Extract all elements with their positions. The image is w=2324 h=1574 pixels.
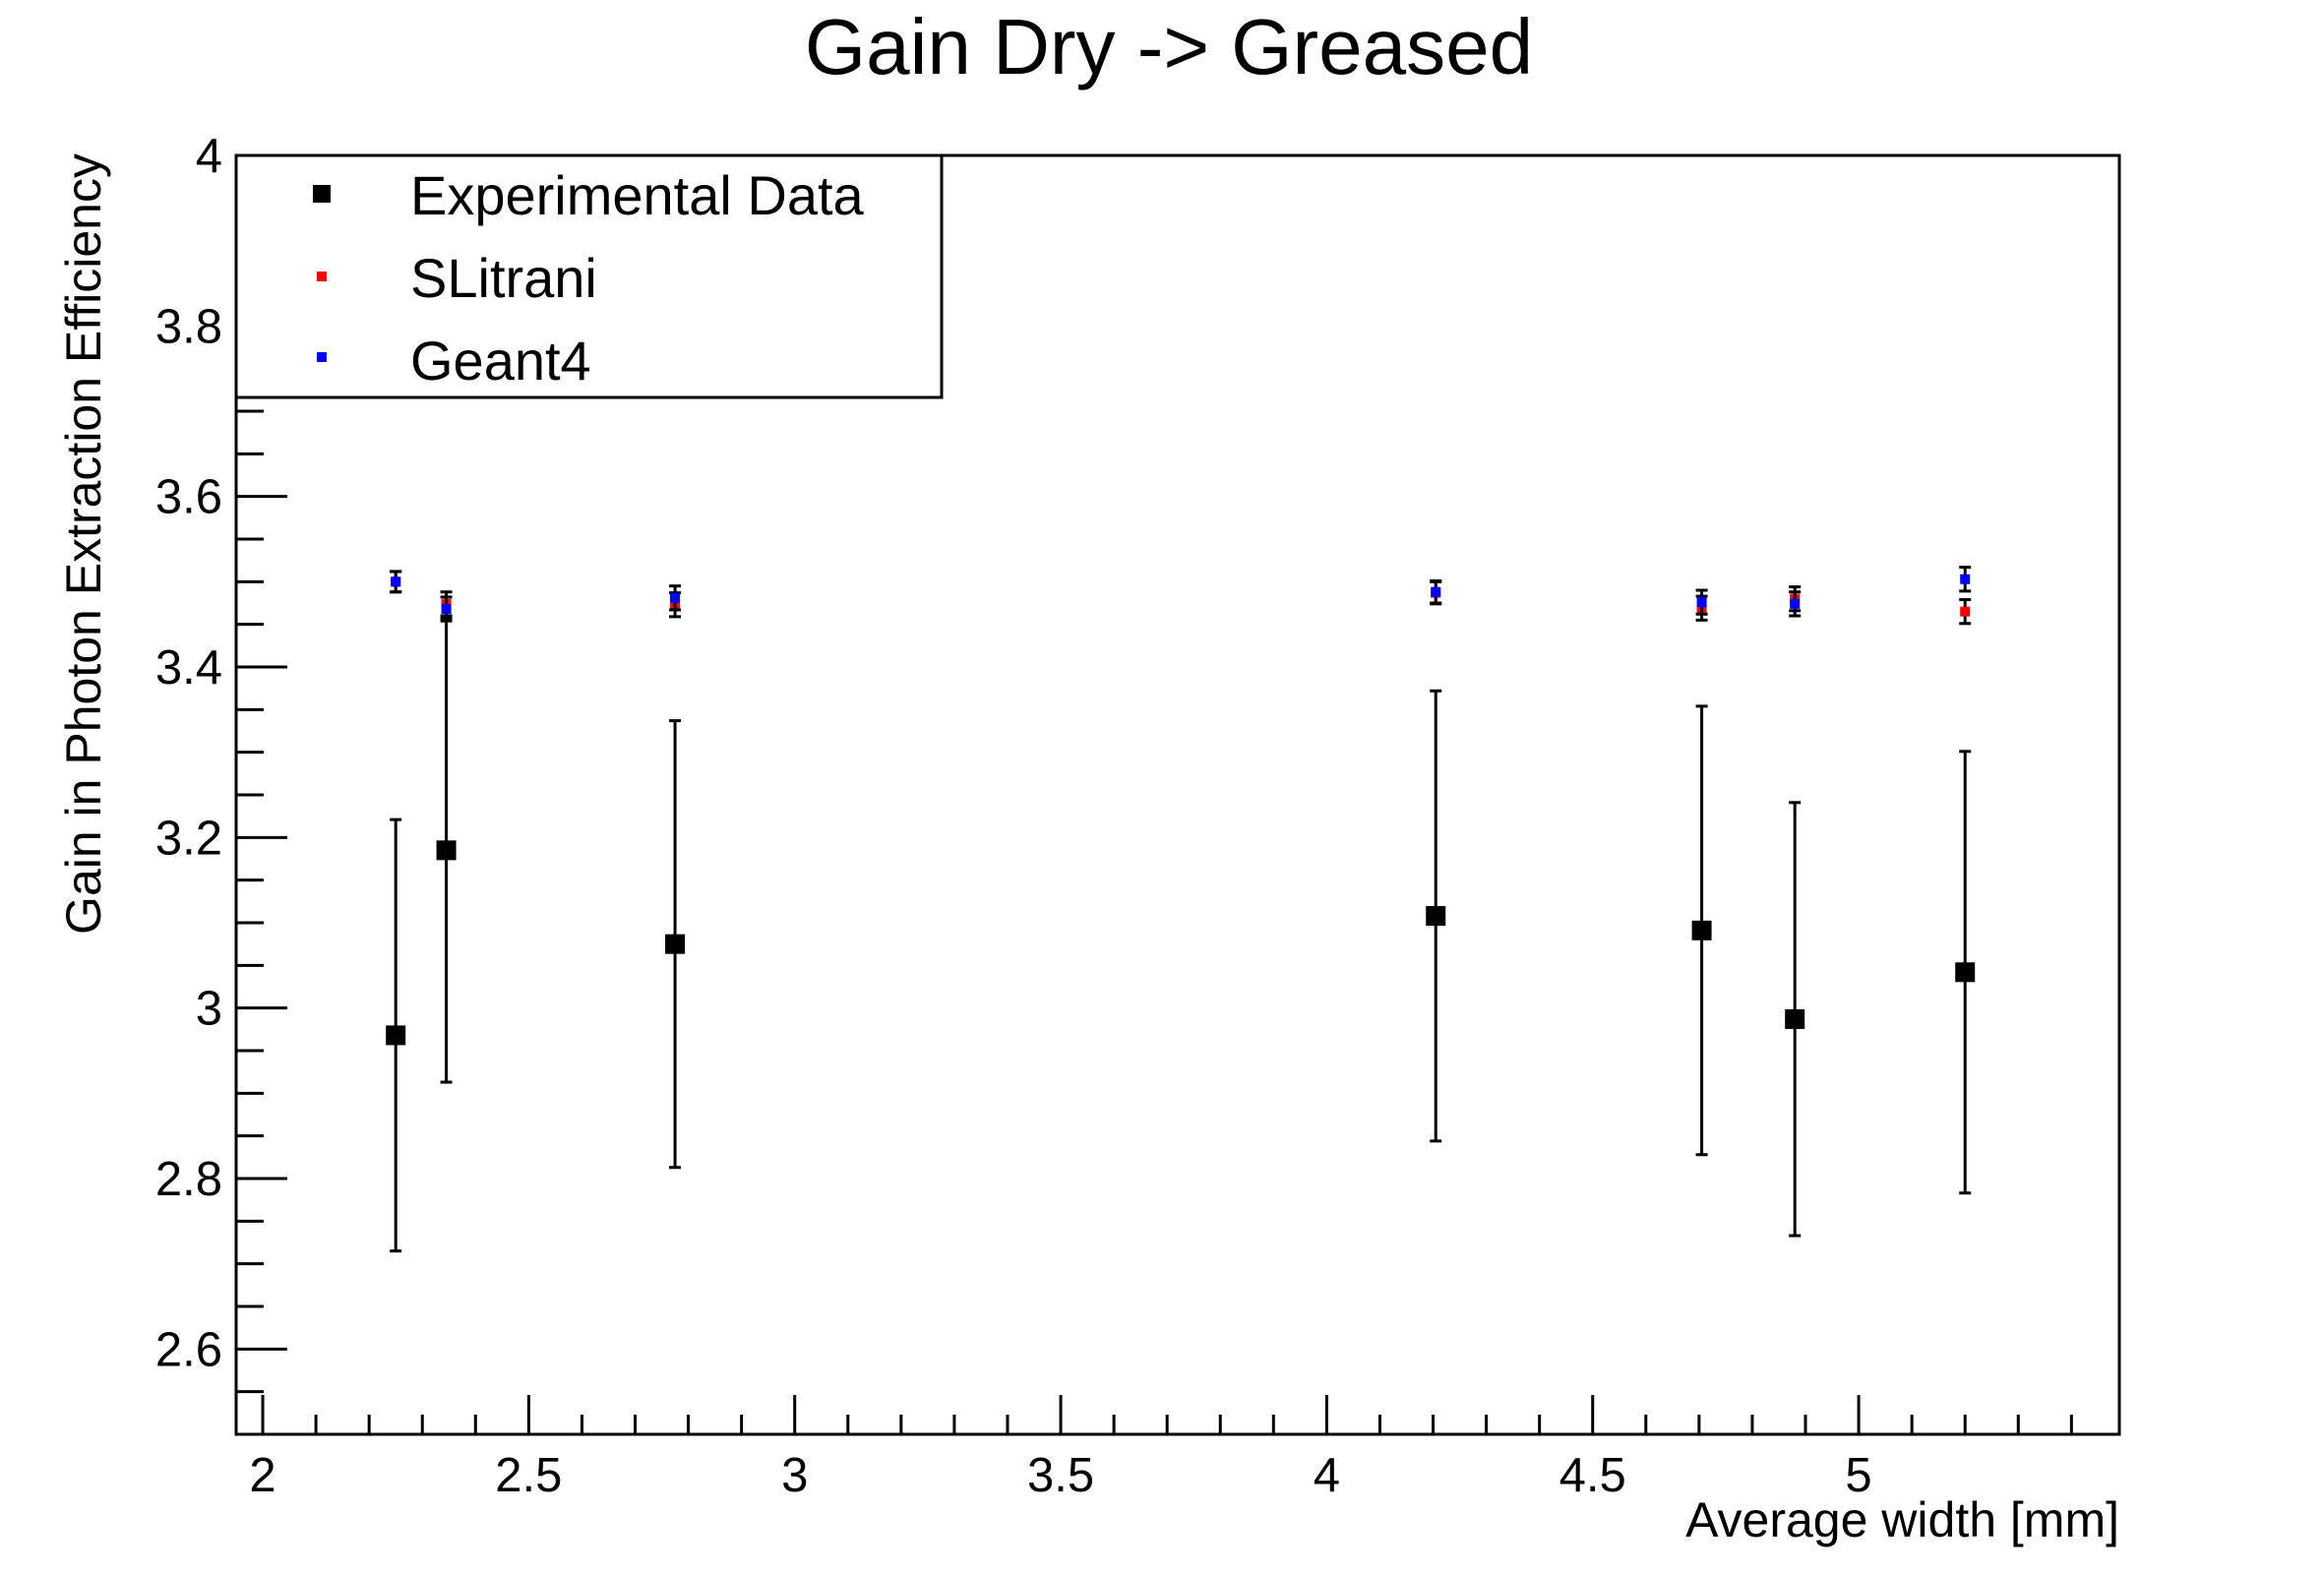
marker-experimental-data xyxy=(386,1025,406,1046)
x-tick-label: 3 xyxy=(781,1449,808,1502)
marker-geant4 xyxy=(1431,586,1441,597)
x-tick-label: 4.5 xyxy=(1560,1449,1626,1502)
data-point-geant4 xyxy=(390,570,402,594)
x-tick-label: 2 xyxy=(249,1449,275,1502)
marker-geant4 xyxy=(670,592,681,603)
x-tick-label: 2.5 xyxy=(495,1449,562,1502)
data-point-geant4 xyxy=(1789,590,1802,618)
legend-label-experimental: Experimental Data xyxy=(410,164,865,226)
chart-title: Gain Dry -> Greased xyxy=(805,3,1533,91)
marker-geant4 xyxy=(1696,597,1707,608)
data-point-experimental-data xyxy=(665,719,686,1170)
data-point-slitrani xyxy=(1959,598,1972,626)
data-point-experimental-data xyxy=(1785,801,1805,1238)
x-tick-label: 4 xyxy=(1314,1449,1340,1502)
x-axis-title: Average width [mm] xyxy=(1685,1492,2119,1547)
marker-experimental-data xyxy=(665,934,686,954)
marker-experimental-data xyxy=(1955,962,1976,983)
marker-geant4 xyxy=(441,604,452,615)
data-marks xyxy=(386,566,1976,1253)
marker-geant4 xyxy=(1960,574,1971,584)
y-tick-label: 3.8 xyxy=(155,300,222,353)
legend-box xyxy=(234,153,944,399)
legend: Experimental Data SLitrani Geant4 xyxy=(234,153,944,399)
data-point-geant4 xyxy=(440,595,453,623)
data-point-geant4 xyxy=(1695,588,1708,616)
legend-label-slitrani: SLitrani xyxy=(410,247,597,309)
y-tick-label: 3 xyxy=(196,983,222,1036)
marker-experimental-data xyxy=(1426,906,1446,927)
legend-marker-slitrani xyxy=(317,272,327,281)
x-tick-label: 3.5 xyxy=(1027,1449,1094,1502)
y-axis-title: Gain in Photon Extraction Efficiency xyxy=(56,153,111,935)
y-tick-label: 2.6 xyxy=(155,1323,222,1376)
y-tick-label: 3.2 xyxy=(155,812,222,865)
data-point-experimental-data xyxy=(1955,750,1976,1195)
marker-experimental-data xyxy=(436,840,457,861)
axes: 2 2.5 3 3.5 4 4.5 5 2.6 2.8 3 3.2 3.4 3.6 3.8 4 xyxy=(155,130,2073,1502)
data-point-geant4 xyxy=(1430,578,1442,605)
data-point-geant4 xyxy=(1959,566,1972,593)
marker-experimental-data xyxy=(1691,920,1712,940)
y-tick-label: 4 xyxy=(196,130,222,183)
marker-geant4 xyxy=(1790,598,1801,609)
marker-slitrani xyxy=(1960,606,1971,617)
marker-experimental-data xyxy=(1785,1008,1805,1029)
data-point-experimental-data xyxy=(1426,689,1446,1143)
x-tick-label: 5 xyxy=(1845,1449,1871,1502)
data-point-experimental-data xyxy=(386,817,406,1253)
y-tick-label: 2.8 xyxy=(155,1153,222,1206)
legend-label-geant4: Geant4 xyxy=(410,330,591,392)
legend-marker-experimental xyxy=(313,185,331,203)
marker-geant4 xyxy=(391,576,401,587)
legend-marker-geant4 xyxy=(317,352,327,362)
data-point-experimental-data xyxy=(1691,704,1712,1157)
data-point-experimental-data xyxy=(436,617,457,1084)
y-tick-label: 3.6 xyxy=(155,471,222,524)
data-point-geant4 xyxy=(669,584,682,612)
y-tick-label: 3.4 xyxy=(155,641,222,695)
